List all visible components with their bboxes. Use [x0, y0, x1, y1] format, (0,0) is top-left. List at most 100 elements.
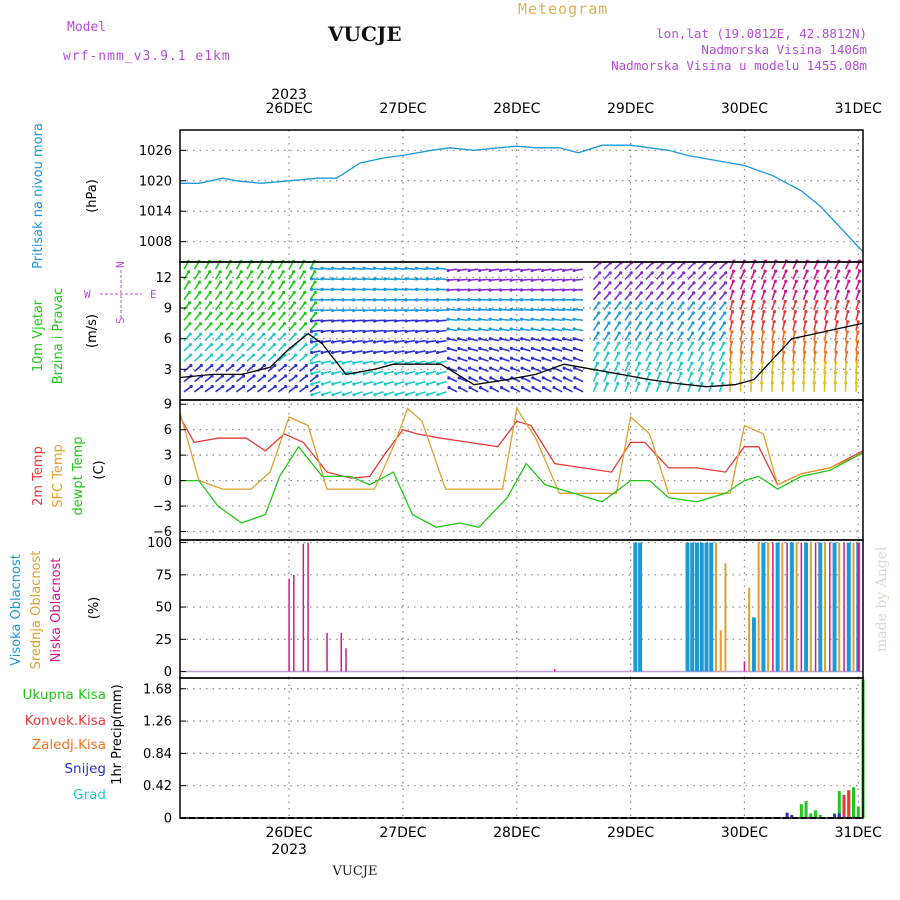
wind-arrow-head	[783, 320, 787, 324]
wind-arrow-head	[271, 270, 275, 274]
compass-west: W	[84, 288, 91, 301]
temp-2m-axis-label: 2m Temp	[31, 446, 46, 506]
bottom-date-label: 28DEC	[493, 825, 540, 841]
wind-arrow-head	[596, 321, 601, 325]
wind-arrow-head	[383, 308, 387, 313]
wind-arrow-head	[680, 321, 685, 325]
wind-arrow-head	[189, 384, 193, 389]
wind-arrow-head	[435, 287, 440, 291]
wind-arrow-head	[283, 332, 287, 336]
wind-arrow-head	[447, 386, 451, 390]
cloud-bar	[553, 668, 556, 672]
wind-arrow-head	[689, 381, 693, 386]
wind-arrow-head	[509, 356, 514, 360]
wind-unit-label: (m/s)	[85, 314, 100, 348]
wind-arrow-head	[530, 327, 534, 331]
wind-arrow-head	[844, 360, 848, 365]
cloud-bar	[818, 542, 823, 672]
wind-arrow-head	[187, 301, 192, 305]
wind-arrow-head	[701, 321, 706, 325]
wind-arrow-head	[467, 268, 471, 273]
wind-arrow-head	[824, 350, 828, 354]
cloud-bar	[302, 543, 305, 672]
wind-arrow-head	[671, 271, 675, 275]
precip-bar	[837, 813, 841, 818]
wind-arrow-head	[261, 322, 266, 326]
wind-arrow-head	[251, 343, 256, 347]
wind-arrow-head	[498, 298, 503, 302]
wind-arrow-head	[272, 343, 277, 347]
wind-arrow-head	[826, 279, 830, 283]
wind-arrow-head	[341, 382, 345, 386]
wind-arrow-head	[188, 311, 192, 315]
panel-frame	[179, 129, 864, 263]
wind-arrow-head	[530, 317, 534, 321]
wind-arrow-head	[309, 340, 314, 344]
cloud-bar	[804, 542, 809, 672]
wind-arrow-head	[855, 350, 859, 354]
panel-frame	[179, 677, 864, 819]
wind-arrow-head	[189, 363, 193, 368]
wind-arrow-head	[414, 308, 419, 313]
wind-arrow-head	[315, 374, 319, 378]
wind-arrow-head	[446, 268, 450, 273]
wind-arrow-head	[239, 280, 244, 284]
panel-frame	[179, 539, 864, 679]
wind-arrow-head	[815, 299, 819, 304]
wind-arrow-head	[283, 343, 287, 347]
wind-arrow-head	[488, 278, 492, 282]
wind-arrow-head	[393, 287, 398, 291]
wind-arrow-head	[446, 356, 451, 360]
wind-arrow-head	[435, 298, 440, 302]
wind-arrow-head	[425, 266, 429, 270]
wind-arrow-head	[551, 337, 555, 341]
wind-arrow-head	[362, 372, 366, 376]
wind-arrow-head	[262, 374, 267, 378]
wind-arrow-head	[597, 311, 601, 315]
temp-sfc-axis-label: SFC Temp	[51, 444, 66, 508]
wind-arrow-head	[320, 372, 324, 376]
wind-arrow-head	[595, 371, 599, 375]
wind-arrow-head	[858, 269, 862, 273]
wind-arrow-head	[847, 279, 851, 283]
wind-arrow-head	[282, 290, 286, 295]
wind-arrow-head	[712, 311, 716, 315]
compass-east: E	[150, 288, 157, 301]
wind-arrow-head	[208, 280, 212, 284]
wind-arrow-head	[241, 332, 245, 336]
precip-bar	[804, 801, 808, 818]
wind-arrow-head	[854, 381, 858, 385]
wind-arrow-head	[608, 281, 612, 285]
wind-arrow-head	[701, 331, 705, 335]
wind-arrow-head	[281, 280, 286, 284]
wind-arrow-head	[551, 356, 556, 360]
wind-arrow-head	[541, 376, 545, 380]
wind-arrow-head	[729, 350, 733, 354]
wind-arrow-head	[782, 350, 786, 354]
top-date-label: 28DEC	[493, 101, 540, 117]
wind-arrow-head	[478, 386, 483, 390]
wind-arrow-head	[230, 343, 235, 347]
cloud-bar	[795, 542, 798, 672]
wind-arrow-head	[499, 386, 504, 390]
precip-legend-item: Ukupna Kisa	[23, 687, 106, 703]
wind-arrow-head	[804, 309, 808, 314]
wind-axis-label-2: Brzina i Pravac	[51, 288, 66, 385]
wind-arrow-head	[649, 301, 654, 305]
wind-arrow-head	[499, 346, 503, 351]
wind-arrow-head	[856, 320, 860, 324]
wind-arrow-head	[303, 311, 307, 315]
wind-arrow-head	[271, 301, 276, 305]
wind-arrow-head	[436, 393, 440, 397]
y-tick-label: 0.42	[143, 779, 172, 794]
wind-arrow-head	[530, 288, 534, 292]
wind-arrow-head	[597, 281, 602, 285]
bottom-date-label: 30DEC	[721, 825, 768, 841]
wind-arrow-head	[372, 287, 377, 291]
y-tick-label: 0	[164, 812, 172, 827]
wind-arrow-head	[499, 327, 503, 331]
wind-arrow-head	[618, 311, 622, 315]
wind-arrow-head	[649, 321, 653, 325]
wind-arrow-head	[273, 353, 277, 357]
wind-arrow-head	[682, 271, 686, 275]
